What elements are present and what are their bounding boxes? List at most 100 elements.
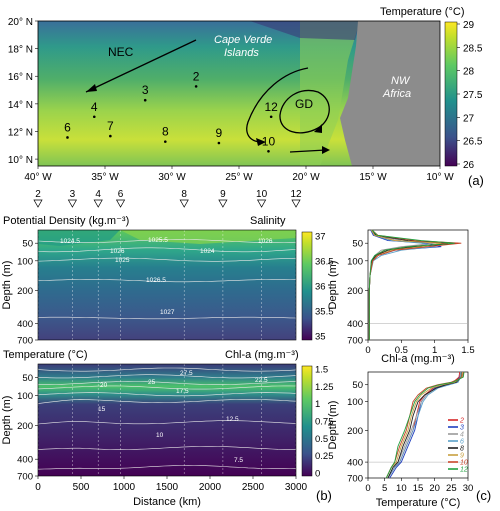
map-colorbar-tick-label: 27.5	[463, 90, 483, 101]
section-depth-tick-label: 400	[17, 455, 33, 466]
map-station-dot	[194, 85, 198, 88]
density-contour	[37, 239, 297, 243]
chl-profile-xlabel: Chl-a (mg.m⁻³)	[381, 353, 455, 365]
station-marker-triangle	[67, 199, 78, 208]
section-depth-tick-label: 200	[17, 421, 33, 432]
temperature-contour	[37, 420, 297, 425]
temp-profile-xlabel: Temperature (°C)	[376, 497, 460, 509]
section-depth-tick-label: 200	[17, 286, 33, 297]
temperature-contour-label: 7.5	[234, 457, 243, 464]
map-station-dot	[143, 98, 147, 102]
salinity-title: Salinity	[250, 215, 286, 227]
chl-colorbar-tick-label: 1.5	[315, 365, 328, 376]
salinity-colorbar-tick-label: 35.5	[315, 307, 334, 318]
gd-northward-arrow	[246, 67, 309, 143]
map-station-dot	[267, 149, 270, 153]
station-marker-label: 9	[220, 189, 226, 200]
density-contour-label: 1026	[258, 238, 273, 245]
section-depth-tick-label: 100	[17, 256, 33, 267]
chl-colorbar-tick-label: 1.25	[315, 382, 334, 393]
panel-c-tag: (c)	[476, 488, 491, 503]
salinity-colorbar-tick-label: 36	[315, 282, 326, 293]
map-lat-label: 10° N	[8, 155, 33, 166]
profile-x-tick-label: 1.5	[461, 345, 474, 356]
chl-colorbar-tick-label: 0.75	[315, 417, 334, 428]
map-colorbar	[444, 21, 458, 167]
temperature-contour-label: 27.5	[180, 370, 193, 377]
station-marker-triangle	[291, 199, 301, 208]
map-station-dot	[217, 141, 221, 145]
temperature-contour-label: 15	[98, 406, 106, 413]
map-station-label: 6	[64, 120, 71, 134]
chl-colorbar-tick-label: 0.25	[315, 451, 334, 462]
map-station-dot	[66, 136, 69, 139]
station-marker-triangle	[115, 199, 126, 208]
cape-verde-label-1: Cape Verde	[214, 34, 272, 46]
profile-depth-tick-label: 700	[347, 336, 363, 347]
profile-x-tick-label: 25	[446, 483, 457, 494]
section-depth-tick-label: 50	[22, 373, 33, 384]
salinity-colorbar-tick-label: 36.5	[315, 257, 334, 268]
distance-tick-label: 0	[35, 482, 41, 493]
legend-label: 2	[459, 418, 464, 425]
map-station-label: 8	[162, 125, 169, 139]
density-contour-label: 1025.5	[148, 237, 168, 244]
temperature-contour-label: 17.5	[176, 388, 189, 395]
map-colorbar-tick-label: 28	[463, 67, 475, 78]
coastal-current-arrowhead	[322, 146, 330, 154]
station-marker-label: 10	[256, 189, 268, 200]
map-station-label: 10	[262, 134, 276, 148]
station-markers-row: 2 3 4 6 8 9 10 12	[33, 189, 302, 208]
density-contour-label: 1026.5	[146, 277, 166, 284]
density-contour	[37, 316, 297, 320]
profile-series-12	[385, 371, 465, 479]
profile-series-12	[368, 229, 455, 340]
profile-depth-tick-label: 400	[347, 319, 363, 330]
salinity-colorbar-tick-label: 37	[315, 232, 326, 243]
temperature-contour-label: 20	[100, 382, 108, 389]
legend-label: 3	[460, 425, 464, 432]
profile-depth-tick-label: 200	[347, 426, 363, 437]
map-lat-label: 18° N	[8, 45, 33, 56]
temp-profile-depth-label: Depth (m)	[327, 401, 339, 450]
map-station-dot	[164, 140, 167, 143]
temperature-contour	[37, 465, 297, 470]
coastal-current	[289, 149, 327, 153]
station-marker-label: 3	[70, 189, 76, 200]
temperature-contour	[37, 392, 297, 397]
distance-tick-label: 2000	[199, 482, 222, 493]
map-station-label: 2	[193, 69, 200, 83]
temperature-contour-label: 22.5	[255, 377, 268, 384]
temperature-contour	[37, 399, 297, 404]
section-temperature-title: Temperature (°C)	[3, 349, 87, 361]
profile-x-tick-label: 1	[432, 345, 437, 356]
temp-profile-frame	[367, 371, 469, 479]
nec-arrowhead	[86, 84, 97, 92]
section-depth-tick-label: 100	[17, 391, 33, 402]
salinity-colorbar-tick-label: 35	[315, 332, 326, 343]
panel-b-tag: (b)	[316, 488, 332, 503]
station-marker-triangle	[33, 199, 43, 208]
density-contour-label: 1027	[160, 309, 175, 316]
section-depth-tick-label: 50	[22, 239, 33, 250]
map-lon-label: 35° W	[91, 172, 119, 183]
section-bottom-depth-label: Depth (m)	[1, 396, 13, 445]
salinity-section	[38, 230, 296, 340]
density-contour-label: 1026	[110, 248, 125, 255]
legend-label: 9	[460, 453, 464, 460]
map-lon-label: 40° W	[24, 172, 52, 183]
profile-depth-tick-label: 100	[347, 256, 363, 267]
chl-colorbar-tick-label: 0.5	[315, 434, 328, 445]
temperature-contour	[38, 381, 297, 385]
station-marker-label: 4	[95, 189, 101, 200]
station-marker-triangle	[218, 199, 228, 208]
profile-depth-tick-label: 200	[347, 286, 363, 297]
temperature-contour	[37, 374, 297, 379]
map-colorbar-tick-label: 27	[463, 113, 475, 124]
chl-title: Chl-a (mg.m⁻³)	[225, 349, 299, 361]
salinity-high-core	[120, 230, 296, 244]
distance-tick-label: 1000	[113, 482, 136, 493]
temperature-contour	[37, 367, 297, 372]
map-colorbar-tick-label: 26	[463, 160, 475, 171]
map-station-label: 12	[264, 100, 278, 114]
